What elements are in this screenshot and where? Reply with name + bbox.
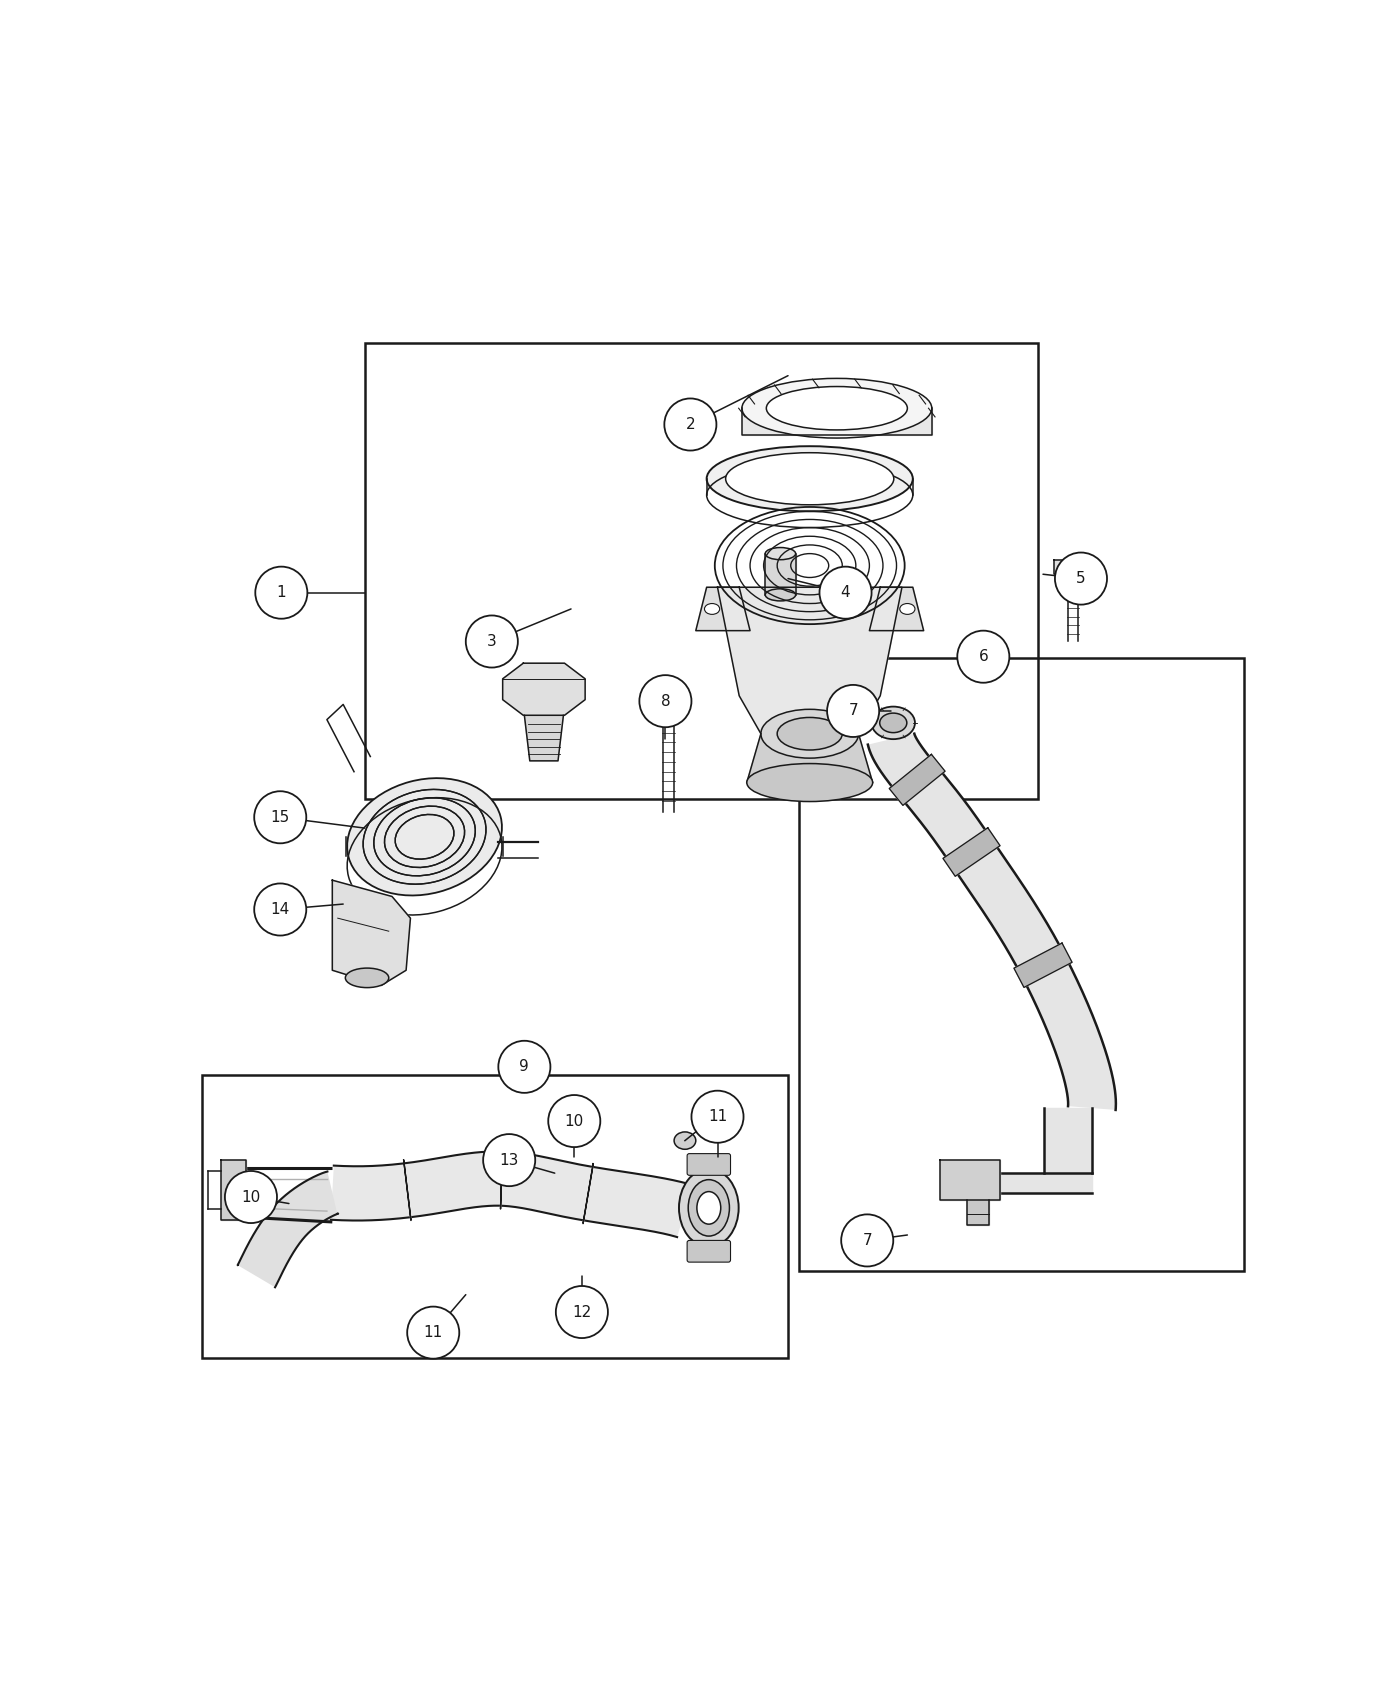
Circle shape: [827, 685, 879, 738]
Circle shape: [483, 1134, 535, 1187]
Polygon shape: [742, 408, 932, 435]
Polygon shape: [967, 1173, 1092, 1193]
Text: 3: 3: [487, 634, 497, 649]
Ellipse shape: [879, 712, 907, 733]
Polygon shape: [868, 734, 1116, 1110]
Circle shape: [255, 566, 308, 619]
Polygon shape: [696, 586, 750, 631]
Polygon shape: [525, 716, 563, 762]
Circle shape: [819, 566, 872, 619]
Circle shape: [640, 675, 692, 728]
Polygon shape: [869, 586, 924, 631]
Polygon shape: [1054, 559, 1081, 575]
Text: 11: 11: [708, 1108, 727, 1124]
Ellipse shape: [689, 1180, 729, 1236]
Polygon shape: [746, 734, 872, 782]
Ellipse shape: [900, 604, 916, 614]
Polygon shape: [939, 1159, 1000, 1200]
Polygon shape: [1044, 1108, 1092, 1173]
Circle shape: [407, 1307, 459, 1358]
Text: 10: 10: [564, 1114, 584, 1129]
Text: 15: 15: [270, 809, 290, 824]
Ellipse shape: [697, 1192, 721, 1224]
Circle shape: [556, 1285, 608, 1338]
Ellipse shape: [707, 445, 913, 512]
Polygon shape: [967, 1200, 988, 1226]
Circle shape: [1056, 552, 1107, 605]
Bar: [202, 1076, 788, 1358]
Ellipse shape: [675, 1132, 696, 1149]
Text: 10: 10: [241, 1190, 260, 1205]
Circle shape: [225, 1171, 277, 1222]
Ellipse shape: [704, 604, 720, 614]
Text: 5: 5: [1077, 571, 1086, 586]
Circle shape: [958, 631, 1009, 683]
Polygon shape: [655, 702, 682, 716]
Circle shape: [692, 1091, 743, 1142]
Text: 1: 1: [277, 585, 286, 600]
Ellipse shape: [346, 967, 389, 988]
Text: 4: 4: [841, 585, 850, 600]
Text: 11: 11: [424, 1324, 442, 1340]
Text: 12: 12: [573, 1304, 591, 1319]
Polygon shape: [332, 881, 410, 986]
Polygon shape: [944, 828, 1000, 876]
Polygon shape: [766, 554, 795, 595]
Ellipse shape: [725, 452, 893, 505]
Text: 7: 7: [848, 704, 858, 719]
Circle shape: [665, 398, 717, 450]
Circle shape: [466, 615, 518, 668]
Text: 2: 2: [686, 416, 696, 432]
Polygon shape: [717, 586, 902, 734]
Text: 9: 9: [519, 1059, 529, 1074]
Polygon shape: [1014, 944, 1072, 988]
Ellipse shape: [872, 707, 916, 740]
Text: 13: 13: [500, 1153, 519, 1168]
Ellipse shape: [760, 709, 858, 758]
Ellipse shape: [742, 379, 932, 439]
Circle shape: [255, 884, 307, 935]
Text: 8: 8: [661, 694, 671, 709]
Bar: [365, 343, 1037, 799]
Circle shape: [841, 1214, 893, 1266]
Polygon shape: [330, 1151, 693, 1238]
Text: 7: 7: [862, 1232, 872, 1248]
Polygon shape: [221, 1159, 245, 1221]
Ellipse shape: [746, 763, 872, 801]
Polygon shape: [582, 1164, 594, 1224]
Circle shape: [498, 1040, 550, 1093]
Polygon shape: [501, 1148, 503, 1209]
Ellipse shape: [777, 717, 843, 750]
Polygon shape: [889, 755, 945, 806]
FancyBboxPatch shape: [687, 1154, 731, 1175]
Text: 14: 14: [270, 903, 290, 916]
Text: 6: 6: [979, 649, 988, 665]
Ellipse shape: [347, 779, 503, 896]
Bar: [799, 658, 1243, 1272]
Polygon shape: [503, 663, 585, 716]
Ellipse shape: [766, 386, 907, 430]
Circle shape: [255, 790, 307, 843]
Ellipse shape: [766, 588, 795, 600]
Ellipse shape: [766, 547, 795, 559]
Polygon shape: [403, 1159, 412, 1221]
Ellipse shape: [679, 1170, 739, 1246]
FancyBboxPatch shape: [687, 1241, 731, 1261]
Polygon shape: [238, 1171, 339, 1287]
Circle shape: [549, 1095, 601, 1148]
